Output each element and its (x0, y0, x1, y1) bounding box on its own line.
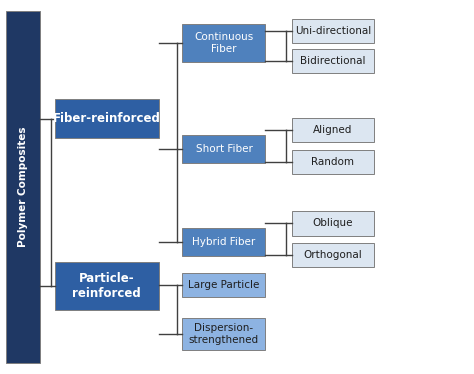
Text: Continuous
Fiber: Continuous Fiber (194, 32, 254, 54)
Text: Aligned: Aligned (313, 125, 353, 135)
FancyBboxPatch shape (182, 24, 265, 62)
FancyBboxPatch shape (182, 318, 265, 350)
Text: Dispersion-
strengthened: Dispersion- strengthened (189, 323, 259, 344)
FancyBboxPatch shape (182, 273, 265, 297)
Text: Large Particle: Large Particle (188, 280, 260, 290)
Text: Fiber-reinforced: Fiber-reinforced (53, 112, 161, 125)
FancyBboxPatch shape (292, 150, 374, 174)
FancyBboxPatch shape (6, 11, 40, 363)
Text: Hybrid Fiber: Hybrid Fiber (192, 237, 255, 247)
FancyBboxPatch shape (292, 49, 374, 73)
FancyBboxPatch shape (292, 243, 374, 267)
Text: Bidirectional: Bidirectional (300, 56, 366, 66)
Text: Oblique: Oblique (313, 218, 353, 229)
FancyBboxPatch shape (182, 228, 265, 256)
Text: Uni-directional: Uni-directional (295, 26, 371, 36)
Text: Random: Random (311, 157, 355, 167)
FancyBboxPatch shape (55, 99, 159, 138)
Text: Polymer Composites: Polymer Composites (18, 127, 28, 247)
Text: Short Fiber: Short Fiber (196, 144, 252, 154)
FancyBboxPatch shape (182, 135, 265, 163)
FancyBboxPatch shape (55, 262, 159, 310)
FancyBboxPatch shape (292, 118, 374, 142)
FancyBboxPatch shape (292, 19, 374, 43)
Text: Particle-
reinforced: Particle- reinforced (72, 272, 141, 300)
Text: Orthogonal: Orthogonal (304, 250, 362, 260)
FancyBboxPatch shape (292, 211, 374, 236)
